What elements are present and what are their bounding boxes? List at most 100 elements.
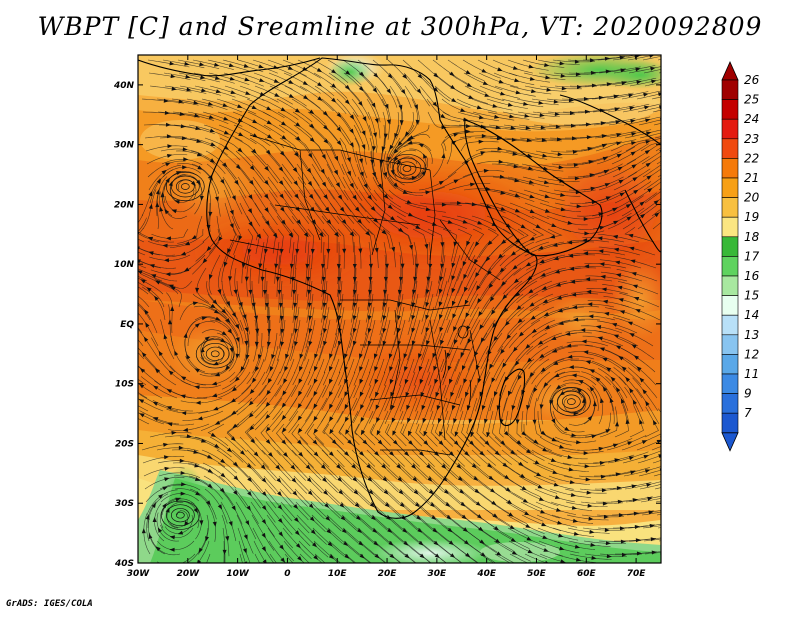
streamline — [276, 449, 306, 481]
streamline — [398, 332, 413, 373]
streamline-arrow — [639, 377, 645, 383]
streamline-arrow — [200, 75, 206, 80]
streamline — [278, 124, 311, 153]
streamline — [396, 449, 428, 480]
streamline — [328, 540, 356, 563]
streamline-arrow — [615, 472, 621, 477]
streamline — [236, 514, 254, 554]
streamline — [622, 450, 661, 464]
streamline-arrow — [446, 352, 451, 358]
streamline-arrow — [640, 213, 646, 219]
streamline-arrow — [194, 113, 200, 118]
streamline-arrow — [606, 554, 612, 559]
streamline — [397, 462, 429, 493]
colorbar-swatch — [721, 412, 739, 434]
streamline — [279, 488, 309, 521]
vortex-ring — [180, 183, 190, 190]
streamlines — [138, 55, 686, 563]
streamline-arrow — [416, 88, 422, 94]
streamline-arrow — [247, 477, 253, 483]
streamline-arrow — [228, 63, 235, 68]
streamline — [265, 332, 278, 374]
streamline-arrow — [631, 344, 637, 349]
streamline-arrow — [225, 365, 230, 371]
streamline-arrow — [264, 166, 269, 172]
streamline-arrow — [666, 536, 671, 540]
streamline — [446, 137, 472, 165]
streamline — [147, 59, 190, 68]
streamline — [427, 462, 459, 492]
lat-tick-label: 40N — [113, 81, 135, 91]
streamline-arrow — [367, 302, 372, 308]
streamline — [481, 280, 508, 315]
streamline — [516, 280, 553, 304]
streamline-arrow — [584, 464, 590, 469]
streamline — [246, 254, 251, 297]
streamline-arrow — [494, 114, 500, 119]
streamline-arrow — [235, 337, 240, 343]
streamline — [297, 176, 323, 212]
streamline — [568, 400, 595, 426]
streamline — [638, 469, 661, 477]
streamline — [624, 481, 661, 490]
streamline-arrow — [605, 541, 611, 546]
streamline — [138, 352, 145, 360]
streamline — [546, 215, 588, 226]
streamline-arrow — [600, 397, 604, 404]
streamline-arrow — [355, 515, 361, 521]
streamline — [643, 69, 661, 74]
streamline — [239, 553, 243, 563]
streamline-arrow — [397, 315, 401, 321]
streamline — [384, 345, 399, 386]
streamline-arrow — [313, 391, 318, 397]
streamline — [488, 124, 531, 131]
streamline — [221, 241, 235, 282]
streamline — [487, 462, 523, 488]
streamline — [249, 488, 276, 523]
streamline-arrow — [266, 341, 271, 347]
streamline-arrow — [661, 482, 666, 486]
streamline-arrow — [553, 361, 559, 365]
streamline-arrow — [567, 240, 573, 245]
streamline-arrow — [382, 328, 387, 334]
streamline — [262, 254, 266, 297]
streamline — [344, 202, 373, 235]
streamline-arrow — [321, 263, 325, 269]
streamline-arrow — [603, 514, 609, 519]
streamline — [492, 176, 535, 186]
streamline — [141, 286, 166, 321]
streamline-arrow — [580, 328, 586, 333]
streamline-arrow — [229, 223, 234, 229]
streamline-arrow — [612, 234, 618, 239]
streamline-arrow — [297, 403, 302, 409]
streamline — [336, 215, 354, 253]
streamline-arrow — [439, 276, 444, 282]
colorbar-swatch — [721, 393, 739, 414]
colorbar-label: 18 — [744, 230, 760, 244]
streamline-arrow — [449, 451, 454, 457]
streamline-arrow — [681, 79, 686, 83]
streamline-arrow — [417, 73, 423, 79]
streamline — [224, 319, 241, 358]
streamline-arrow — [676, 175, 681, 180]
streamline — [395, 98, 403, 140]
streamline-arrow — [445, 502, 451, 507]
streamline — [202, 202, 211, 243]
streamline — [516, 449, 554, 471]
streamline — [399, 358, 415, 399]
streamline — [368, 358, 385, 399]
streamline-arrow — [293, 315, 298, 321]
streamline-arrow — [542, 299, 548, 303]
streamline — [203, 124, 243, 142]
streamline-arrow — [388, 540, 394, 546]
streamline — [224, 554, 226, 563]
streamline — [254, 397, 283, 431]
streamline — [509, 85, 552, 95]
streamline — [188, 124, 229, 139]
colorbar-label: 19 — [744, 210, 759, 224]
streamline — [186, 317, 222, 334]
streamline-arrow — [544, 180, 550, 185]
streamline — [562, 228, 605, 234]
streamline — [474, 488, 510, 514]
streamline-arrow — [440, 263, 445, 269]
